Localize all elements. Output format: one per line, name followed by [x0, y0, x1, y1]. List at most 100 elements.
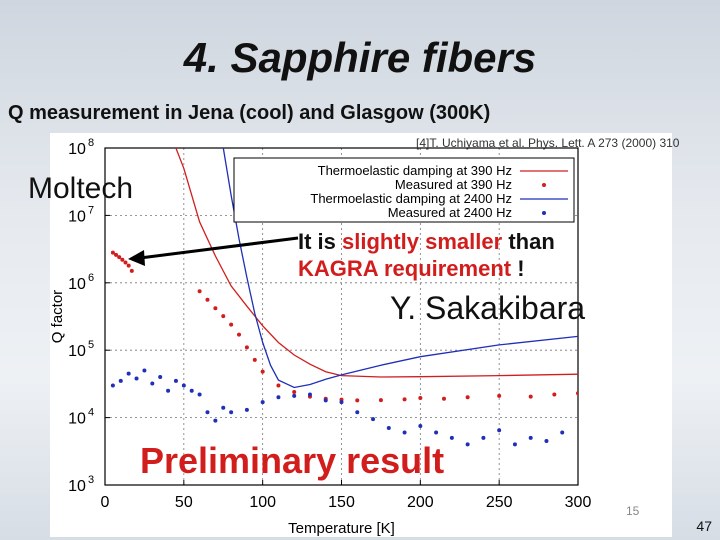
data-point [497, 393, 502, 398]
y-tick-exponent: 8 [88, 137, 94, 149]
x-tick-label: 100 [249, 494, 276, 511]
data-point [339, 400, 344, 405]
data-point [418, 424, 423, 429]
legend-point-swatch [542, 211, 546, 215]
data-point [260, 400, 265, 405]
data-point [173, 378, 178, 383]
data-point [497, 428, 502, 433]
data-point [434, 430, 439, 435]
page-number: 47 [696, 518, 712, 534]
data-point [244, 407, 249, 412]
legend-point-swatch [542, 183, 546, 187]
x-axis-label: Temperature [K] [288, 520, 395, 537]
y-tick-label: 10 [68, 276, 86, 293]
data-point [229, 410, 234, 415]
data-point [355, 410, 360, 415]
data-point [221, 314, 226, 319]
annotation-middle: than [502, 229, 555, 254]
data-point [560, 430, 565, 435]
y-axis-label: Q factor [49, 290, 66, 343]
data-point [129, 268, 134, 273]
data-point [378, 398, 383, 403]
series-line-2 [222, 148, 578, 389]
y-tick-exponent: 5 [88, 339, 94, 351]
annotation-highlight-1: slightly smaller [342, 229, 503, 254]
legend-box [233, 157, 575, 223]
inner-page-number: 15 [626, 504, 640, 518]
preliminary-result-label: Preliminary result [140, 440, 445, 481]
data-point [142, 368, 147, 373]
data-point [126, 371, 131, 376]
data-point [307, 392, 312, 397]
annotation-suffix: ! [511, 256, 525, 281]
data-point [481, 435, 486, 440]
data-point [114, 252, 119, 257]
annotation-arrow-head [128, 250, 145, 266]
data-point [117, 255, 122, 260]
annotation-arrow-line [139, 236, 299, 260]
x-tick-label: 300 [565, 494, 592, 511]
data-point [213, 418, 218, 423]
data-point [323, 398, 328, 403]
y-tick-label: 10 [68, 208, 86, 225]
data-point [118, 378, 123, 383]
legend-label: Measured at 390 Hz [395, 177, 512, 192]
data-point [244, 345, 249, 350]
data-point [512, 442, 517, 447]
data-point [465, 395, 470, 400]
data-point [221, 405, 226, 410]
data-point [441, 396, 446, 401]
x-tick-label: 150 [328, 494, 355, 511]
data-point [355, 398, 360, 403]
series-line-0 [175, 148, 578, 378]
moltech-label: Moltech [28, 172, 134, 205]
data-point [528, 394, 533, 399]
annotation-prefix: It is [298, 229, 343, 254]
data-point [292, 393, 297, 398]
data-point [205, 297, 210, 302]
data-point [528, 435, 533, 440]
data-point [126, 263, 131, 268]
data-point [276, 383, 281, 388]
data-point [197, 392, 202, 397]
data-point [544, 438, 549, 443]
annotation-text: It is slightly smaller than KAGRA require… [298, 228, 555, 282]
y-tick-label: 10 [68, 478, 86, 495]
data-point [123, 260, 128, 265]
data-point [205, 410, 210, 415]
series-group [110, 148, 578, 447]
y-tick-exponent: 3 [88, 474, 94, 486]
data-point [449, 435, 454, 440]
data-point [134, 376, 139, 381]
data-point [576, 391, 578, 396]
slide-title: 4. Sapphire fibers [183, 34, 537, 81]
y-tick-label: 10 [68, 141, 86, 158]
data-point [237, 332, 242, 337]
legend-label: Thermoelastic damping at 2400 Hz [310, 191, 512, 206]
x-tick-label: 0 [101, 494, 110, 511]
annotation-highlight-2: KAGRA requirement [298, 256, 512, 281]
y-tick-exponent: 6 [88, 272, 94, 284]
data-point [260, 369, 265, 374]
data-point [418, 396, 423, 401]
data-point [292, 389, 297, 394]
data-point [189, 388, 194, 393]
data-point [465, 442, 470, 447]
legend-label: Thermoelastic damping at 390 Hz [318, 163, 512, 178]
legend-label: Measured at 2400 Hz [388, 205, 512, 220]
y-tick-exponent: 7 [88, 204, 94, 216]
data-point [386, 426, 391, 431]
y-tick-label: 10 [68, 411, 86, 428]
data-point [166, 388, 171, 393]
y-tick-exponent: 4 [88, 407, 94, 419]
data-point [252, 357, 257, 362]
data-point [402, 430, 407, 435]
data-point [213, 306, 218, 311]
y-tick-label: 10 [68, 343, 86, 360]
data-point [229, 322, 234, 327]
data-point [158, 375, 163, 380]
data-point [552, 392, 557, 397]
reference-citation: [4]T. Uchiyama et al. Phys. Lett. A 273 … [416, 136, 680, 150]
x-tick-label: 200 [407, 494, 434, 511]
